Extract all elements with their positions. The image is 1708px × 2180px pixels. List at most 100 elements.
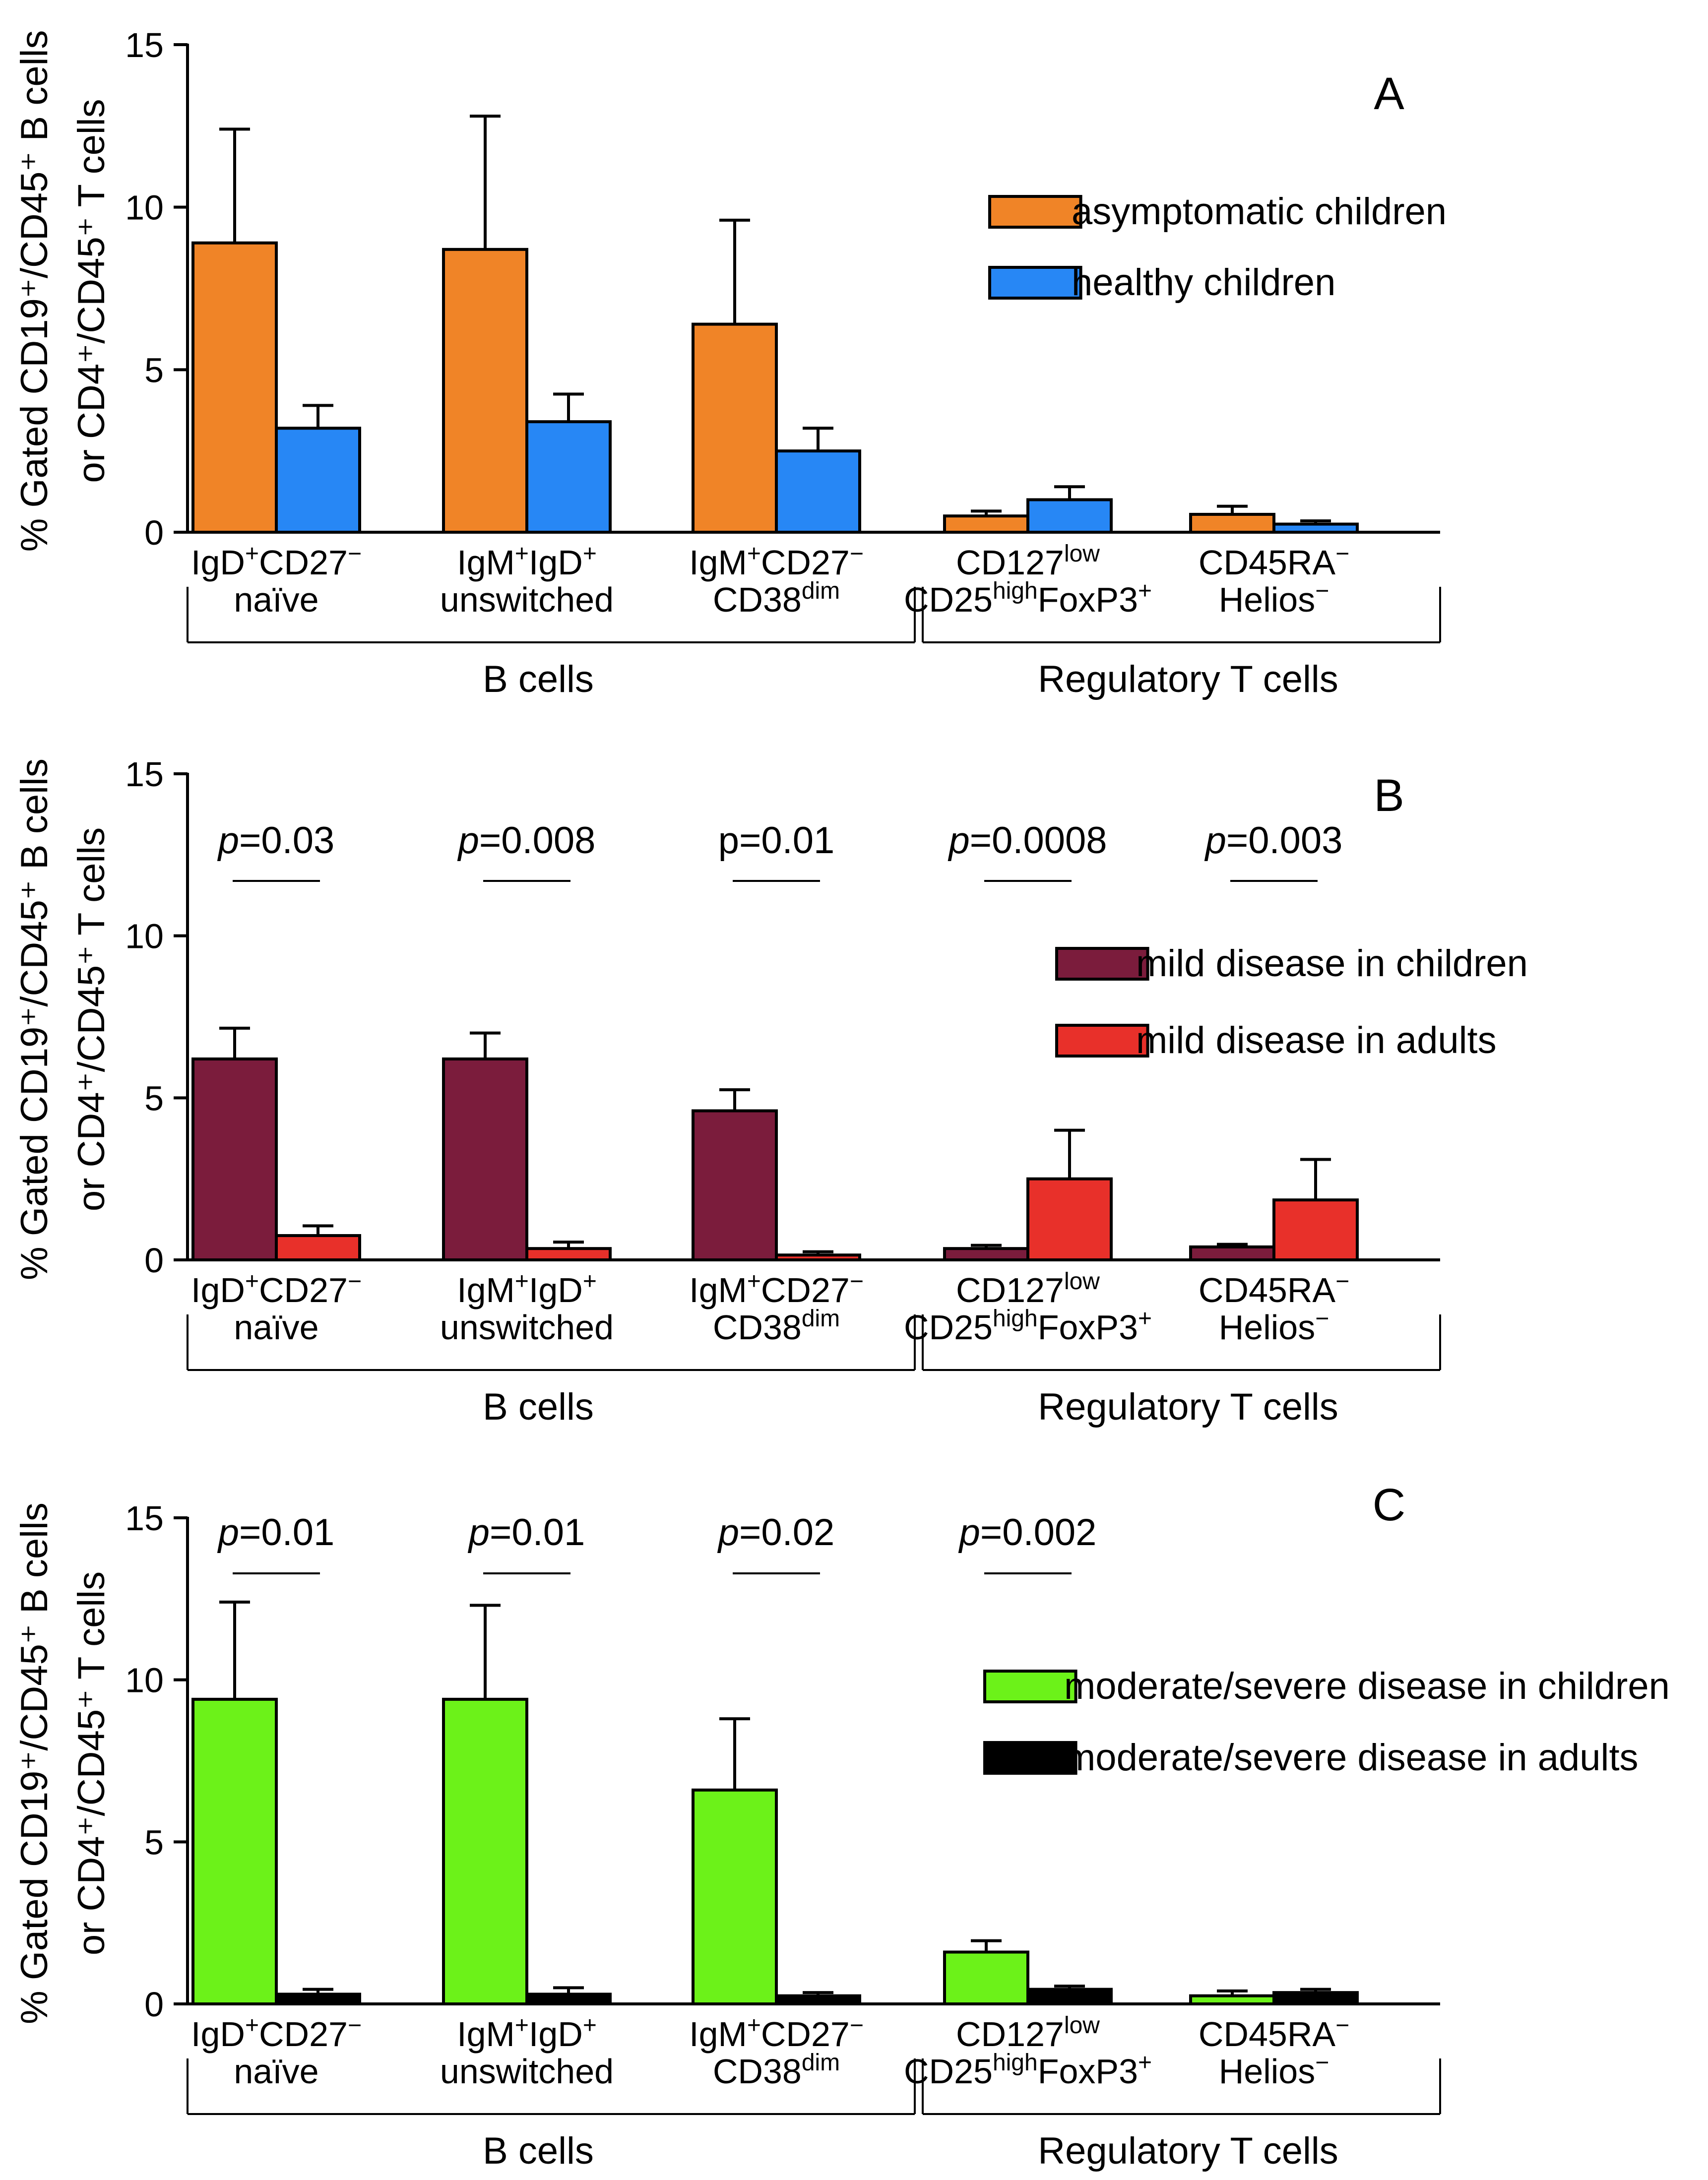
category-label-part: IgD	[529, 2015, 583, 2054]
category-label-part: CD45RA	[1199, 1271, 1336, 1309]
p-value-label: p=0.02	[717, 1511, 835, 1554]
bar-moderate-severe-disease-in-adults	[1026, 1988, 1113, 2006]
category-label: IgD+CD27−	[191, 1268, 362, 1310]
category-label-part: CD27	[761, 1271, 850, 1309]
category-label: IgM+CD27−	[689, 1268, 864, 1310]
bar-healthy-children	[775, 449, 861, 534]
panel-label: B	[1374, 770, 1404, 821]
p-value-number: =0.01	[490, 1511, 585, 1554]
category-label-part: +	[583, 541, 597, 567]
p-value-label: p=0.008	[457, 819, 596, 862]
panel-label: A	[1374, 68, 1404, 119]
p-value-label: p=0.002	[958, 1511, 1097, 1554]
category-label: naïve	[234, 2052, 318, 2091]
category-label: CD45RA−	[1199, 1268, 1349, 1310]
y-tick-label: 5	[144, 1079, 164, 1118]
category-label-part: CD27	[259, 543, 348, 582]
category-label-part: CD38	[713, 2052, 802, 2091]
category-label-part: CD27	[761, 2015, 850, 2054]
category-label-part: IgM	[689, 2015, 747, 2054]
category-label-part: low	[1064, 541, 1100, 567]
category-label-part: dim	[802, 2050, 840, 2076]
category-label-part: +	[583, 1268, 597, 1295]
category-label-part: unswitched	[440, 1308, 614, 1347]
bar-moderate-severe-disease-in-adults	[275, 1993, 361, 2005]
category-label-part: −	[348, 2012, 362, 2039]
group-label-regulatory-t-cells: Regulatory T cells	[1038, 2130, 1338, 2172]
p-value-label: p=0.003	[1204, 819, 1343, 862]
category-label: IgM+IgD+	[457, 541, 597, 582]
y-tick-label: 5	[144, 1823, 164, 1862]
bar-healthy-children	[1026, 498, 1113, 534]
category-label: CD25highFoxP3+	[904, 1306, 1152, 1347]
legend-label: healthy children	[1072, 261, 1335, 304]
p-value-number: =0.02	[739, 1511, 834, 1554]
category-label-part: CD38	[713, 580, 802, 619]
category-label: CD127low	[956, 1268, 1100, 1310]
category-label: IgM+CD27−	[689, 2012, 864, 2054]
category-label-part: IgD	[529, 1271, 583, 1309]
category-label-part: CD45RA	[1199, 2015, 1336, 2054]
category-label-part: IgD	[191, 543, 245, 582]
p-value-number: =0.002	[980, 1511, 1097, 1554]
y-axis-label-line2: or CD4⁺/CD45⁺ T cells	[70, 1571, 113, 1955]
p-value-number: =0.03	[239, 819, 334, 862]
bar-mild-disease-in-children	[1189, 1245, 1275, 1262]
category-label-part: CD25	[904, 580, 993, 619]
bar-moderate-severe-disease-in-children	[692, 1788, 778, 2006]
y-tick-label: 10	[125, 1661, 164, 1700]
legend-label: mild disease in children	[1136, 942, 1528, 985]
bar-mild-disease-in-children	[442, 1057, 528, 1262]
group-label-regulatory-t-cells: Regulatory T cells	[1038, 1386, 1338, 1428]
category-label: Helios−	[1219, 1306, 1329, 1347]
p-value-label: p=0.0008	[948, 819, 1107, 862]
category-label-part: FoxP3	[1038, 580, 1138, 619]
category-label-part: IgM	[457, 1271, 515, 1309]
legend-swatch	[983, 1670, 1077, 1703]
y-axis-label-line1: % Gated CD19⁺/CD45⁺ B cells	[13, 30, 56, 552]
bar-asymptomatic-children	[442, 248, 528, 534]
category-label: CD25highFoxP3+	[904, 2050, 1152, 2091]
p-value-number: =0.008	[479, 819, 596, 862]
category-label-part: CD127	[956, 1271, 1064, 1309]
category-label-part: high	[993, 2050, 1038, 2076]
category-label-part: +	[515, 541, 529, 567]
legend-swatch	[983, 1741, 1077, 1775]
category-label-part: naïve	[234, 580, 318, 619]
category-label-part: CD27	[761, 543, 850, 582]
p-value-symbol: p	[717, 1511, 739, 1554]
bar-healthy-children	[275, 427, 361, 534]
panel-c: % Gated CD19⁺/CD45⁺ B cells or CD4⁺/CD45⁺…	[13, 1480, 1670, 2172]
category-label-part: CD38	[713, 1308, 802, 1347]
p-value-number: p=0.01	[718, 819, 835, 862]
bar-asymptomatic-children	[943, 514, 1029, 534]
y-axis-label-line1: % Gated CD19⁺/CD45⁺ B cells	[13, 1502, 56, 2024]
category-label-part: CD127	[956, 2015, 1064, 2054]
category-label-part: IgD	[529, 543, 583, 582]
category-label-part: +	[515, 1268, 529, 1295]
panel-label: C	[1373, 1480, 1405, 1530]
p-value-number: =0.0008	[970, 819, 1107, 862]
bar-mild-disease-in-adults	[275, 1234, 361, 1261]
p-value-label: p=0.01	[217, 1511, 335, 1554]
legend-label: mild disease in adults	[1136, 1019, 1497, 1061]
panel-a: % Gated CD19⁺/CD45⁺ B cells or CD4⁺/CD45⁺…	[13, 26, 1447, 700]
y-tick-label: 0	[144, 513, 164, 552]
category-label-part: unswitched	[440, 580, 614, 619]
category-label: CD45RA−	[1199, 541, 1349, 582]
p-value-symbol: p	[457, 819, 479, 862]
category-label-part: +	[515, 2012, 529, 2039]
bar-moderate-severe-disease-in-adults	[775, 1994, 861, 2006]
category-label: naïve	[234, 580, 318, 619]
category-label-part: +	[747, 541, 761, 567]
bar-mild-disease-in-children	[943, 1247, 1029, 1261]
category-label-part: IgM	[689, 1271, 747, 1309]
y-axis-label-line2: or CD4⁺/CD45⁺ T cells	[70, 827, 113, 1211]
legend-label: moderate/severe disease in adults	[1064, 1737, 1639, 1779]
category-label-part: −	[1315, 578, 1329, 604]
group-label-regulatory-t-cells: Regulatory T cells	[1038, 658, 1338, 700]
group-label-b-cells: B cells	[483, 658, 594, 700]
bar-mild-disease-in-adults	[525, 1247, 612, 1261]
y-tick-label: 10	[125, 917, 164, 956]
bar-healthy-children	[525, 420, 612, 534]
